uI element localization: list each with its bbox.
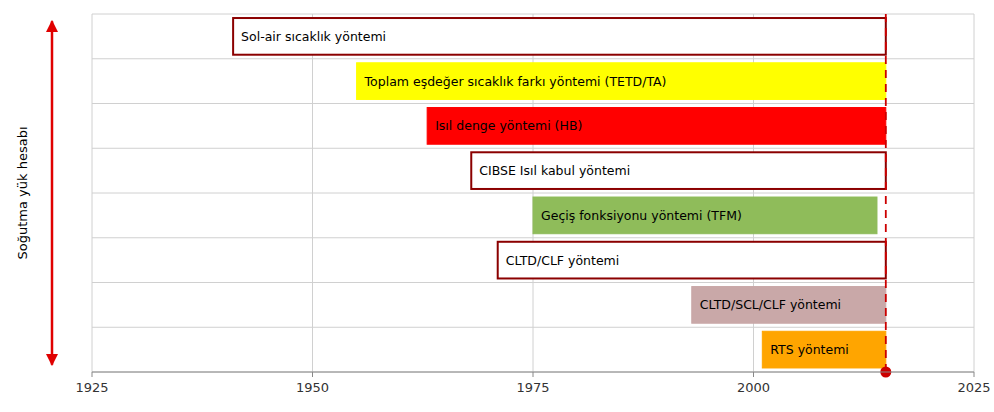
tick-label: 1925	[75, 380, 108, 395]
tick-mark	[753, 372, 754, 377]
tick-label: 2000	[737, 380, 770, 395]
bar-labels: Sol-air sıcaklık yöntemi Toplam eşdeğer s…	[241, 29, 849, 357]
tick-mark	[974, 372, 975, 377]
category-label: RTS yöntemi	[770, 342, 849, 357]
category-label: Sol-air sıcaklık yöntemi	[241, 29, 386, 44]
category-label: CIBSE Isıl kabul yöntemi	[479, 163, 630, 178]
bar	[762, 331, 885, 368]
bar	[233, 18, 886, 55]
tick-label: 1950	[296, 380, 329, 395]
grid-line	[92, 14, 93, 372]
bars	[233, 18, 886, 368]
category-label: Isıl denge yöntemi (HB)	[435, 118, 582, 133]
bar	[471, 152, 886, 189]
tick-label: 2025	[957, 380, 990, 395]
grid-line	[974, 14, 975, 372]
bar	[427, 108, 886, 145]
tick-label: 1975	[516, 380, 549, 395]
tick-mark	[312, 372, 313, 377]
category-label: Geçiş fonksiyonu yöntemi (TFM)	[541, 208, 742, 223]
double-arrow	[51, 21, 54, 365]
chart-svg: Sol-air sıcaklık yöntemi Toplam eşdeğer s…	[0, 0, 994, 412]
grid-line	[312, 14, 313, 372]
bar	[533, 197, 877, 234]
chart-container: Sol-air sıcaklık yöntemi Toplam eşdeğer s…	[0, 0, 994, 412]
tick-mark	[92, 372, 93, 377]
reference-line	[885, 14, 887, 372]
bar	[357, 63, 886, 100]
category-label: CLTD/SCL/CLF yöntemi	[700, 297, 841, 312]
axis-title: Soğutma yük hesabı	[15, 127, 30, 260]
x-axis: 1925 1950 1975 2000 2025	[75, 372, 990, 395]
category-label: CLTD/CLF yöntemi	[506, 253, 620, 268]
tick-mark	[533, 372, 534, 377]
grid	[92, 14, 974, 372]
bar	[498, 242, 886, 279]
bar	[692, 287, 886, 324]
category-label: Toplam eşdeğer sıcaklık farkı yöntemi (T…	[364, 74, 667, 89]
